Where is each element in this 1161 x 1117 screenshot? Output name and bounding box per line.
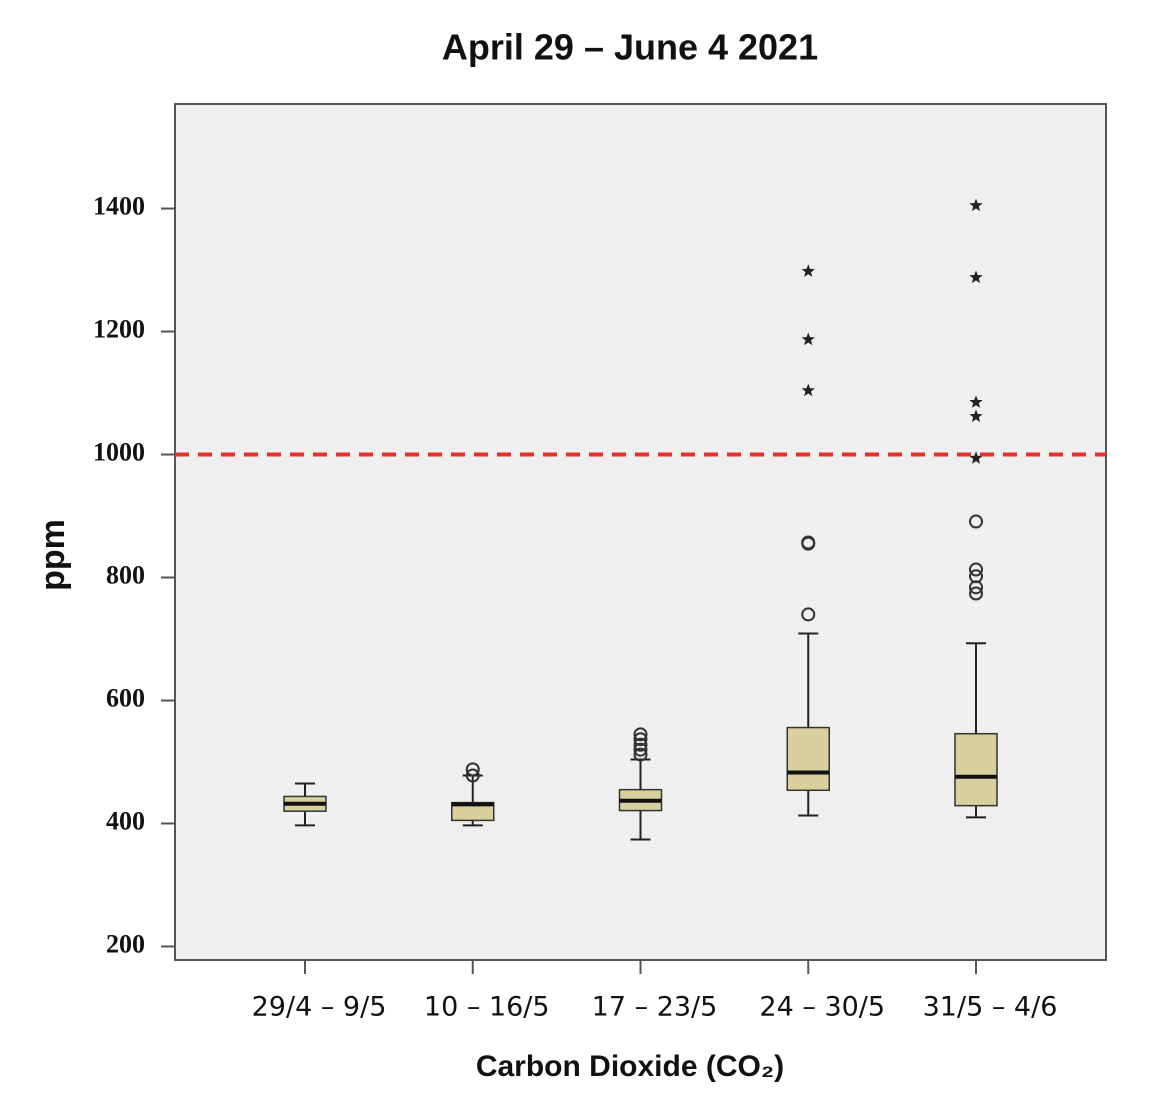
- y-tick-label: 200: [106, 929, 145, 958]
- y-axis-label: ppm: [34, 519, 72, 591]
- extreme-outlier: [969, 198, 983, 212]
- y-tick-label: 400: [106, 806, 145, 835]
- extreme-outlier: [801, 332, 815, 346]
- x-tick-label: 29/4 – 9/5: [252, 992, 387, 1023]
- outlier: [633, 742, 648, 757]
- y-tick-label: 1000: [93, 437, 145, 466]
- y-tick-label: 1200: [93, 314, 145, 343]
- x-axis-label: Carbon Dioxide (CO₂): [476, 1050, 784, 1083]
- x-tick-label: 24 – 30/5: [759, 992, 885, 1023]
- y-tick-label: 800: [106, 560, 145, 589]
- x-tick-label: 31/5 – 4/6: [923, 992, 1058, 1023]
- box: [786, 726, 830, 792]
- x-tick-label: 10 – 16/5: [424, 992, 550, 1023]
- outlier: [801, 535, 816, 550]
- chart-title: April 29 – June 4 2021: [442, 27, 818, 68]
- extreme-outlier: [801, 383, 815, 397]
- outlier: [633, 727, 648, 742]
- extreme-outlier: [969, 395, 983, 408]
- extreme-outlier: [969, 409, 983, 423]
- outlier: [633, 737, 648, 752]
- outlier: [633, 747, 648, 762]
- outlier: [465, 762, 480, 777]
- outlier: [969, 586, 983, 601]
- extreme-outlier: [969, 451, 983, 464]
- x-tick-label: 17 – 23/5: [592, 992, 718, 1023]
- box: [954, 732, 998, 807]
- y-tick-label: 600: [106, 683, 145, 712]
- outlier: [633, 732, 648, 747]
- y-tick-label: 1400: [93, 192, 145, 221]
- outlier: [969, 562, 983, 577]
- extreme-outlier: [801, 264, 815, 277]
- outlier: [465, 768, 480, 783]
- extreme-outlier: [969, 270, 983, 284]
- outlier: [969, 514, 983, 529]
- outlier: [969, 569, 983, 584]
- outlier: [801, 607, 816, 622]
